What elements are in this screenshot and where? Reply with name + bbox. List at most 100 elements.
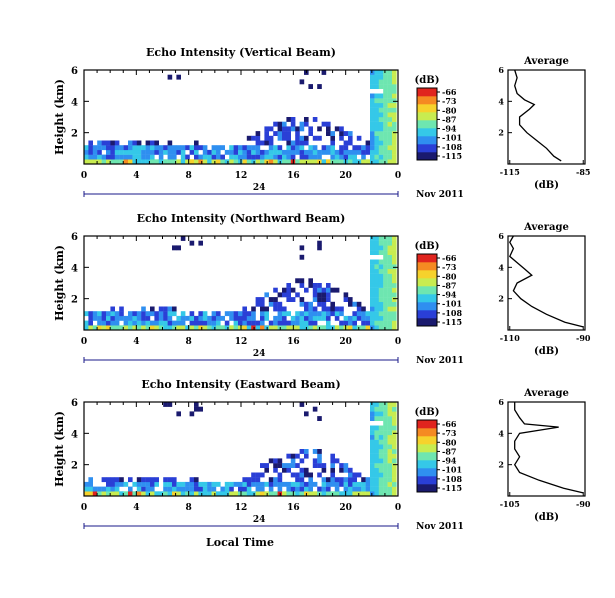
echo-cell <box>290 463 296 468</box>
echo-cell <box>308 84 313 89</box>
echo-cell <box>330 477 335 483</box>
echo-cell <box>299 477 305 483</box>
echo-cell <box>172 154 177 160</box>
echo-cell <box>299 140 305 146</box>
echo-cell <box>92 486 98 492</box>
echo-cell <box>229 145 234 151</box>
echo-cell <box>387 117 393 122</box>
echo-cell <box>176 320 181 326</box>
echo-cell <box>304 306 309 312</box>
echo-cell <box>374 301 379 307</box>
echo-cell <box>295 481 300 487</box>
echo-cell <box>286 292 291 298</box>
echo-cell <box>365 481 371 487</box>
echo-cell <box>268 154 274 160</box>
echo-cell <box>370 126 375 132</box>
echo-cell <box>383 140 388 146</box>
echo-cell <box>189 491 195 497</box>
echo-cell <box>238 325 243 331</box>
echo-cell <box>370 306 375 312</box>
echo-cell <box>295 463 300 468</box>
echo-cell <box>361 149 366 155</box>
echo-cell <box>326 311 331 317</box>
echo-cell <box>370 283 375 288</box>
echo-cell <box>295 315 300 321</box>
echo-cell <box>119 325 124 331</box>
echo-cell <box>198 154 203 160</box>
echo-cell <box>392 154 397 160</box>
echo-cell <box>374 250 379 255</box>
echo-cell <box>383 439 388 445</box>
echo-cell <box>295 149 300 155</box>
echo-cell <box>233 154 239 160</box>
echo-cell <box>132 320 137 326</box>
echo-cell <box>132 325 137 331</box>
colorbar-tick-label: -80 <box>442 437 457 447</box>
echo-cell <box>383 107 388 113</box>
echo-cell <box>312 297 318 302</box>
echo-cell <box>348 315 353 321</box>
echo-cell <box>242 149 247 155</box>
echo-cell <box>123 159 129 165</box>
colorbar-swatch <box>417 460 437 469</box>
echo-cell <box>238 311 243 317</box>
echo-cell <box>299 315 305 321</box>
echo-cell <box>374 98 379 104</box>
echo-cell <box>374 306 379 312</box>
echo-cell <box>136 140 142 146</box>
echo-cell <box>392 121 397 127</box>
average-x-tick-label: -105 <box>500 499 520 509</box>
echo-cell <box>145 140 151 146</box>
echo-cell <box>374 79 379 85</box>
colorbar-swatch <box>417 136 437 145</box>
echo-cell <box>106 491 111 497</box>
average-frame <box>507 401 586 497</box>
echo-cell <box>84 154 89 160</box>
echo-cell <box>150 140 155 146</box>
echo-cell <box>374 264 379 270</box>
echo-cell <box>378 416 384 421</box>
echo-cell <box>374 154 379 160</box>
echo-cell <box>106 481 111 487</box>
echo-cell <box>352 486 357 492</box>
colorbar-frame <box>416 419 438 493</box>
echo-cell <box>163 486 168 492</box>
echo-cell <box>141 159 146 165</box>
x-tick-label: 20 <box>339 171 352 181</box>
echo-cell <box>392 315 397 321</box>
echo-cell <box>290 140 296 146</box>
echo-cell <box>356 306 362 312</box>
echo-cell <box>378 140 384 146</box>
echo-cell <box>233 145 239 151</box>
echo-cell <box>361 145 366 151</box>
echo-cell <box>233 159 239 165</box>
echo-cell <box>128 154 133 160</box>
echo-cell <box>304 149 309 155</box>
echo-cell <box>374 74 379 80</box>
echo-cell <box>185 491 190 497</box>
echo-cell <box>317 449 322 454</box>
colorbar-swatch <box>417 96 437 105</box>
echo-cell <box>185 315 190 321</box>
echo-cell <box>308 278 313 284</box>
echo-cell <box>392 145 397 151</box>
echo-cell <box>352 159 357 165</box>
heatmap-cells <box>84 402 397 497</box>
echo-cell <box>167 315 173 321</box>
echo-cell <box>295 453 300 459</box>
echo-cell <box>167 306 173 312</box>
echo-cell <box>242 486 247 492</box>
echo-cell <box>330 287 335 293</box>
echo-cell <box>224 325 230 331</box>
echo-cell <box>101 315 107 321</box>
colorbar-tick-label: -94 <box>442 290 457 300</box>
echo-cell <box>264 126 269 132</box>
echo-cell <box>317 311 322 317</box>
colorbar-tick-label: -101 <box>442 299 462 309</box>
echo-cell <box>286 283 291 288</box>
echo-cell <box>189 145 195 151</box>
echo-cell <box>277 311 283 317</box>
echo-cell <box>180 311 186 317</box>
echo-cell <box>132 491 137 497</box>
